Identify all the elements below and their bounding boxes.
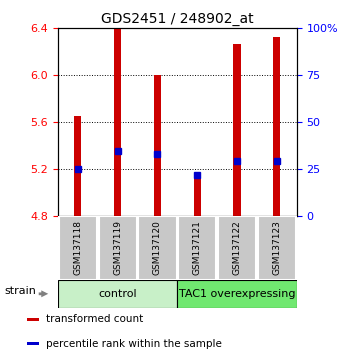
Bar: [258, 216, 296, 280]
Bar: [154, 75, 161, 216]
Bar: [27, 342, 39, 346]
Bar: [177, 280, 297, 308]
Text: control: control: [98, 289, 137, 299]
Text: TAC1 overexpressing: TAC1 overexpressing: [179, 289, 295, 299]
Bar: [27, 318, 39, 321]
Bar: [114, 28, 121, 216]
Bar: [59, 216, 97, 280]
Bar: [74, 116, 81, 216]
Text: strain: strain: [5, 286, 36, 296]
Text: GSM137118: GSM137118: [73, 220, 83, 275]
Text: percentile rank within the sample: percentile rank within the sample: [46, 339, 222, 349]
Text: GSM137120: GSM137120: [153, 220, 162, 275]
Bar: [99, 216, 137, 280]
Bar: [138, 216, 177, 280]
Bar: [58, 280, 177, 308]
Bar: [233, 44, 241, 216]
Text: transformed count: transformed count: [46, 314, 143, 325]
Bar: [218, 216, 256, 280]
Title: GDS2451 / 248902_at: GDS2451 / 248902_at: [101, 12, 254, 26]
Text: GSM137119: GSM137119: [113, 220, 122, 275]
Bar: [194, 177, 201, 216]
Bar: [178, 216, 216, 280]
Text: GSM137122: GSM137122: [233, 221, 241, 275]
Text: GSM137121: GSM137121: [193, 220, 202, 275]
Bar: [273, 36, 280, 216]
Text: GSM137123: GSM137123: [272, 220, 281, 275]
